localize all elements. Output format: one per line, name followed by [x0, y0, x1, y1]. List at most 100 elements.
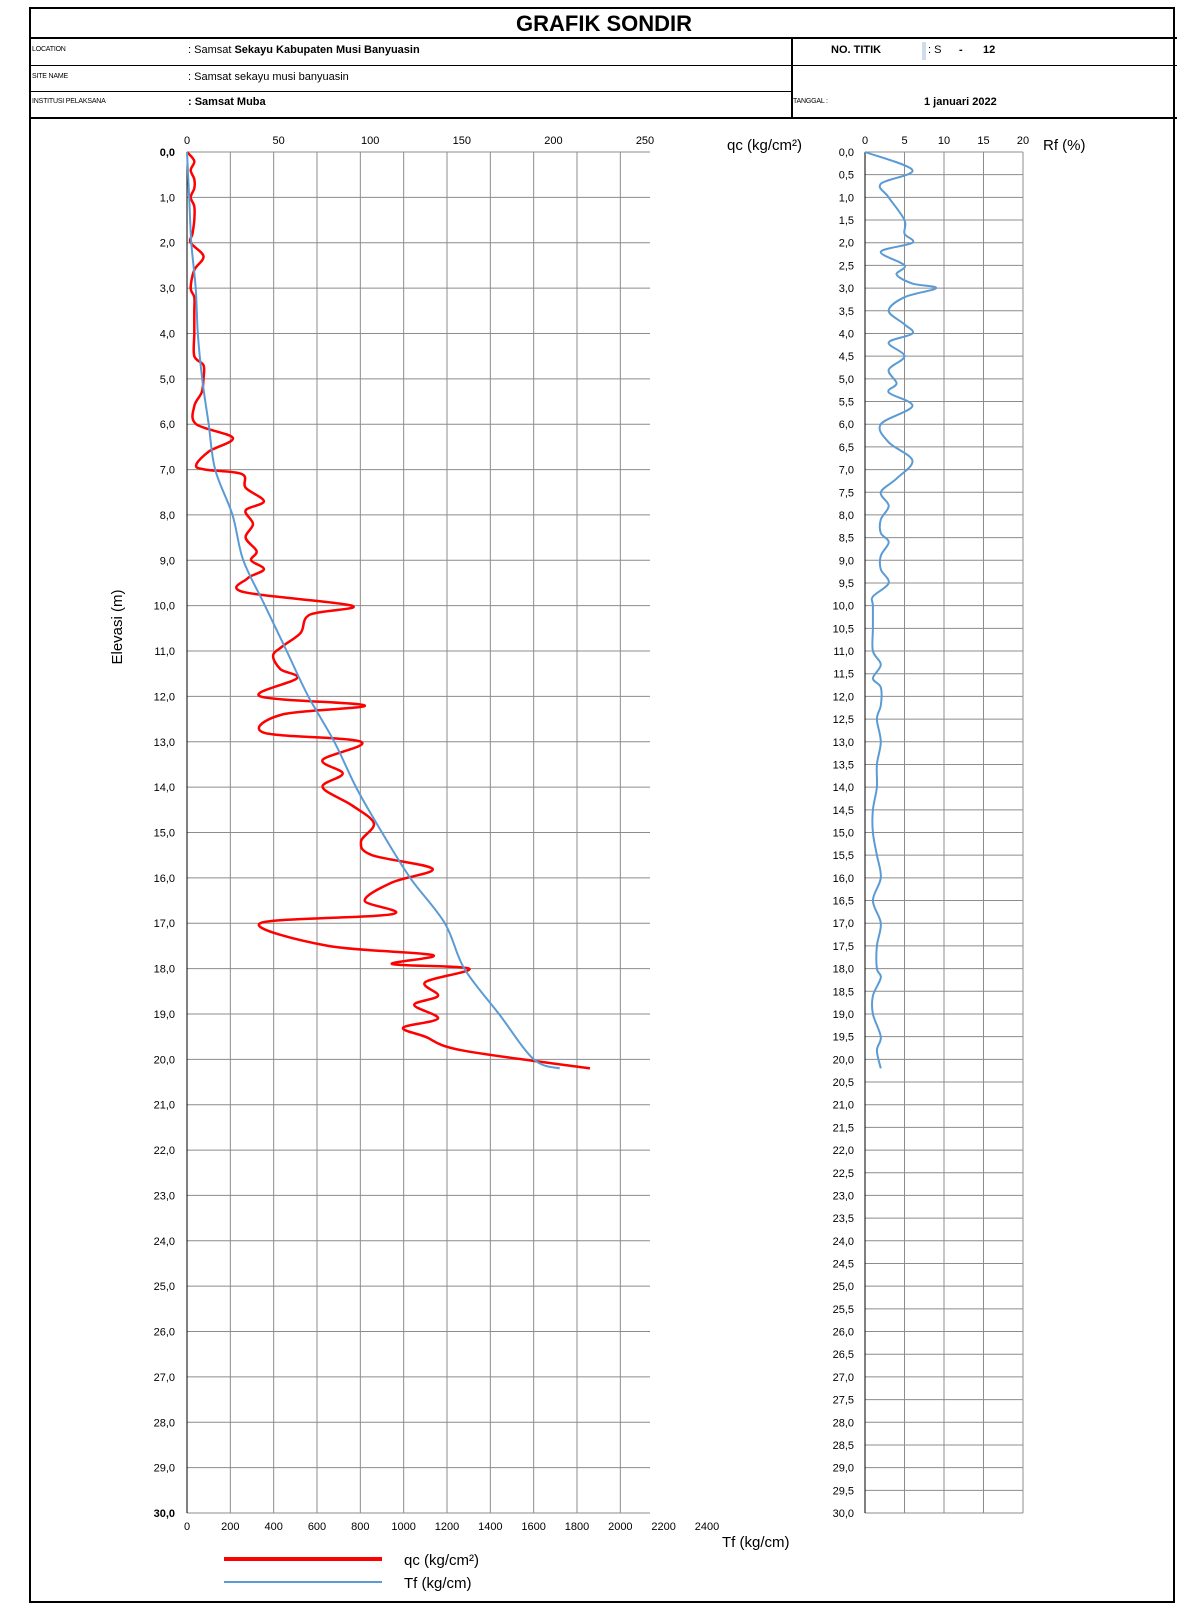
report-frame: GRAFIK SONDIR LOCATION : Samsat Sekayu K…: [29, 7, 1177, 1603]
rf-y-tick-label: 23,5: [833, 1213, 854, 1225]
y-tick-label: 30,0: [154, 1508, 175, 1520]
rf-y-tick-label: 12,0: [833, 691, 854, 703]
rf-y-tick-label: 18,5: [833, 986, 854, 998]
y-tick-label: 12,0: [154, 691, 175, 703]
y-tick-label: 9,0: [160, 555, 175, 567]
bottom-x-tick-label: 0: [184, 1521, 190, 1533]
y-tick-label: 5,0: [160, 374, 175, 386]
no-titik-number: 12: [983, 44, 996, 56]
rf-y-tick-label: 16,5: [833, 896, 854, 908]
top-x-tick-label: 0: [184, 135, 190, 147]
y-tick-label: 28,0: [154, 1417, 175, 1429]
top-x-tick-label: 150: [453, 135, 471, 147]
rf-y-tick-label: 11,5: [833, 669, 854, 681]
rf-y-tick-label: 1,0: [839, 192, 854, 204]
rf-y-tick-label: 18,0: [833, 964, 854, 976]
location-label: LOCATION: [32, 46, 66, 53]
rf-y-tick-label: 26,5: [833, 1349, 854, 1361]
bottom-x-tick-label: 1400: [478, 1521, 502, 1533]
rf-y-tick-label: 17,0: [833, 918, 854, 930]
header-divider: [31, 91, 791, 92]
rf-y-tick-label: 6,5: [839, 442, 854, 454]
y-tick-label: 21,0: [154, 1100, 175, 1112]
tanggal-label: TANGGAL :: [793, 98, 828, 105]
rf-x-tick-label: 15: [977, 135, 989, 147]
rf-y-tick-label: 19,0: [833, 1009, 854, 1021]
rf-y-tick-label: 19,5: [833, 1032, 854, 1044]
rf-y-tick-label: 28,5: [833, 1440, 854, 1452]
y-tick-label: 18,0: [154, 964, 175, 976]
rf-y-tick-label: 0,5: [839, 170, 854, 182]
rf-y-tick-label: 0,0: [839, 147, 854, 159]
y-tick-label: 10,0: [154, 601, 175, 613]
y-tick-label: 22,0: [154, 1145, 175, 1157]
rf-axis-title: Rf (%): [1043, 137, 1086, 154]
rf-y-tick-label: 29,5: [833, 1485, 854, 1497]
rf-y-tick-label: 27,0: [833, 1372, 854, 1384]
rf-y-tick-label: 10,5: [833, 623, 854, 635]
y-tick-label: 19,0: [154, 1009, 175, 1021]
rf-y-tick-label: 8,5: [839, 533, 854, 545]
institusi-label: INSTITUSI PELAKSANA: [32, 98, 106, 105]
bottom-x-tick-label: 600: [308, 1521, 326, 1533]
y-tick-label: 6,0: [160, 419, 175, 431]
institusi-value: : Samsat Muba: [188, 96, 266, 108]
report-title: GRAFIK SONDIR: [516, 11, 692, 36]
y-tick-label: 13,0: [154, 737, 175, 749]
bottom-x-tick-label: 800: [351, 1521, 369, 1533]
bottom-x-tick-label: 1600: [521, 1521, 545, 1533]
no-titik-label: NO. TITIK: [831, 44, 882, 56]
rf-y-tick-label: 21,5: [833, 1122, 854, 1134]
top-axis-title: qc (kg/cm²): [727, 137, 802, 154]
header-divider: [31, 37, 1177, 39]
rf-y-tick-label: 9,5: [839, 578, 854, 590]
rf-y-tick-label: 27,5: [833, 1395, 854, 1407]
rf-y-tick-label: 13,5: [833, 759, 854, 771]
rf-y-tick-label: 15,0: [833, 828, 854, 840]
rf-y-tick-label: 20,5: [833, 1077, 854, 1089]
rf-y-tick-label: 25,0: [833, 1281, 854, 1293]
rf-y-tick-label: 24,5: [833, 1258, 854, 1270]
top-x-tick-label: 250: [636, 135, 654, 147]
rf-x-tick-label: 5: [901, 135, 907, 147]
rf-y-tick-label: 3,0: [839, 283, 854, 295]
rf-y-tick-label: 4,5: [839, 351, 854, 363]
y-axis-title: Elevasi (m): [109, 589, 126, 664]
y-tick-label: 4,0: [160, 328, 175, 340]
rf-y-tick-label: 2,0: [839, 238, 854, 250]
top-x-tick-label: 200: [544, 135, 562, 147]
legend-qc-label: qc (kg/cm²): [404, 1552, 479, 1569]
rf-y-tick-label: 1,5: [839, 215, 854, 227]
legend-tf-label: Tf (kg/cm): [404, 1575, 472, 1592]
y-tick-label: 17,0: [154, 918, 175, 930]
rf-y-tick-label: 29,0: [833, 1463, 854, 1475]
rf-y-tick-label: 26,0: [833, 1327, 854, 1339]
rf-y-tick-label: 5,0: [839, 374, 854, 386]
y-tick-label: 25,0: [154, 1281, 175, 1293]
y-tick-label: 15,0: [154, 828, 175, 840]
bottom-x-tick-label: 2400: [695, 1521, 719, 1533]
rf-y-tick-label: 6,0: [839, 419, 854, 431]
bottom-x-tick-label: 400: [264, 1521, 282, 1533]
rf-y-tick-label: 5,5: [839, 397, 854, 409]
rf-y-tick-label: 11,0: [833, 646, 854, 658]
y-tick-label: 7,0: [160, 465, 175, 477]
rf-y-tick-label: 22,5: [833, 1168, 854, 1180]
rf-y-tick-label: 13,0: [833, 737, 854, 749]
y-tick-label: 2,0: [160, 238, 175, 250]
top-x-tick-label: 100: [361, 135, 379, 147]
site-name-label: SITE NAME: [32, 73, 68, 80]
y-tick-label: 29,0: [154, 1463, 175, 1475]
location-value: : Samsat Sekayu Kabupaten Musi Banyuasin: [188, 44, 420, 56]
rf-y-tick-label: 12,5: [833, 714, 854, 726]
y-tick-label: 14,0: [154, 782, 175, 794]
rf-y-tick-label: 9,0: [839, 555, 854, 567]
y-tick-label: 26,0: [154, 1327, 175, 1339]
bottom-axis-title: Tf (kg/cm): [722, 1534, 790, 1551]
site-name-value: : Samsat sekayu musi banyuasin: [188, 71, 349, 83]
header-divider: [791, 37, 793, 117]
header-divider: [31, 65, 791, 66]
bottom-x-tick-label: 2200: [651, 1521, 675, 1533]
header-divider: [791, 65, 1177, 66]
y-tick-label: 0,0: [160, 147, 175, 159]
